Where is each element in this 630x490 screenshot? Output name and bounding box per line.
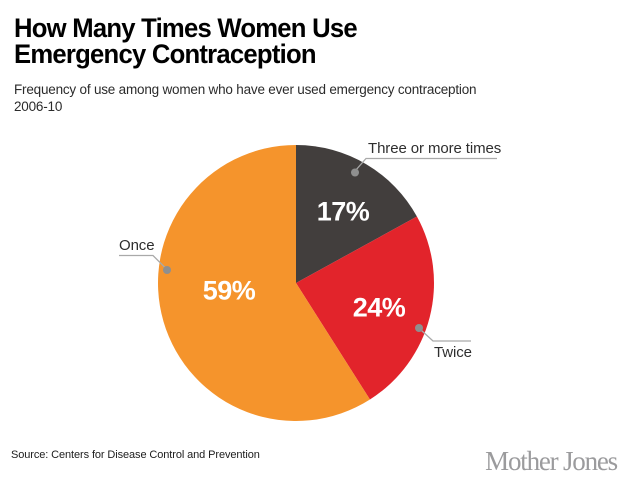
callout-line-twice	[421, 330, 471, 342]
chart-subtitle-line2: 2006-10	[14, 99, 63, 114]
pie-slice-once	[158, 145, 370, 421]
chart-title-line1: How Many Times Women Use	[14, 13, 358, 43]
slice-label-twice: Twice	[434, 344, 472, 361]
slice-label-three-or-more-times: Three or more times	[368, 140, 502, 157]
callout-line-once	[119, 254, 166, 269]
value-label-once: 59%	[202, 275, 256, 306]
chart-subtitle-line1: Frequency of use among women who have ev…	[14, 82, 477, 97]
pie-slice-three-or-more-times	[296, 145, 417, 283]
callout-dot-twice	[415, 324, 423, 332]
value-label-twice: 24%	[352, 292, 406, 323]
callout-line-three-or-more-times	[355, 157, 497, 171]
slice-label-once: Once	[119, 237, 155, 254]
chart-title-line2: Emergency Contraception	[14, 39, 317, 69]
value-label-three-or-more-times: 17%	[316, 196, 370, 227]
chart-subtitle: Frequency of use among women who have ev…	[14, 81, 477, 115]
mother-jones-logo: Mother Jones	[485, 446, 618, 476]
callout-dot-once	[163, 266, 171, 274]
chart-title: How Many Times Women Use Emergency Contr…	[14, 13, 358, 69]
source-note: Source: Centers for Disease Control and …	[11, 449, 260, 461]
callout-dot-three-or-more-times	[351, 168, 359, 177]
pie-slice-twice	[296, 216, 434, 400]
